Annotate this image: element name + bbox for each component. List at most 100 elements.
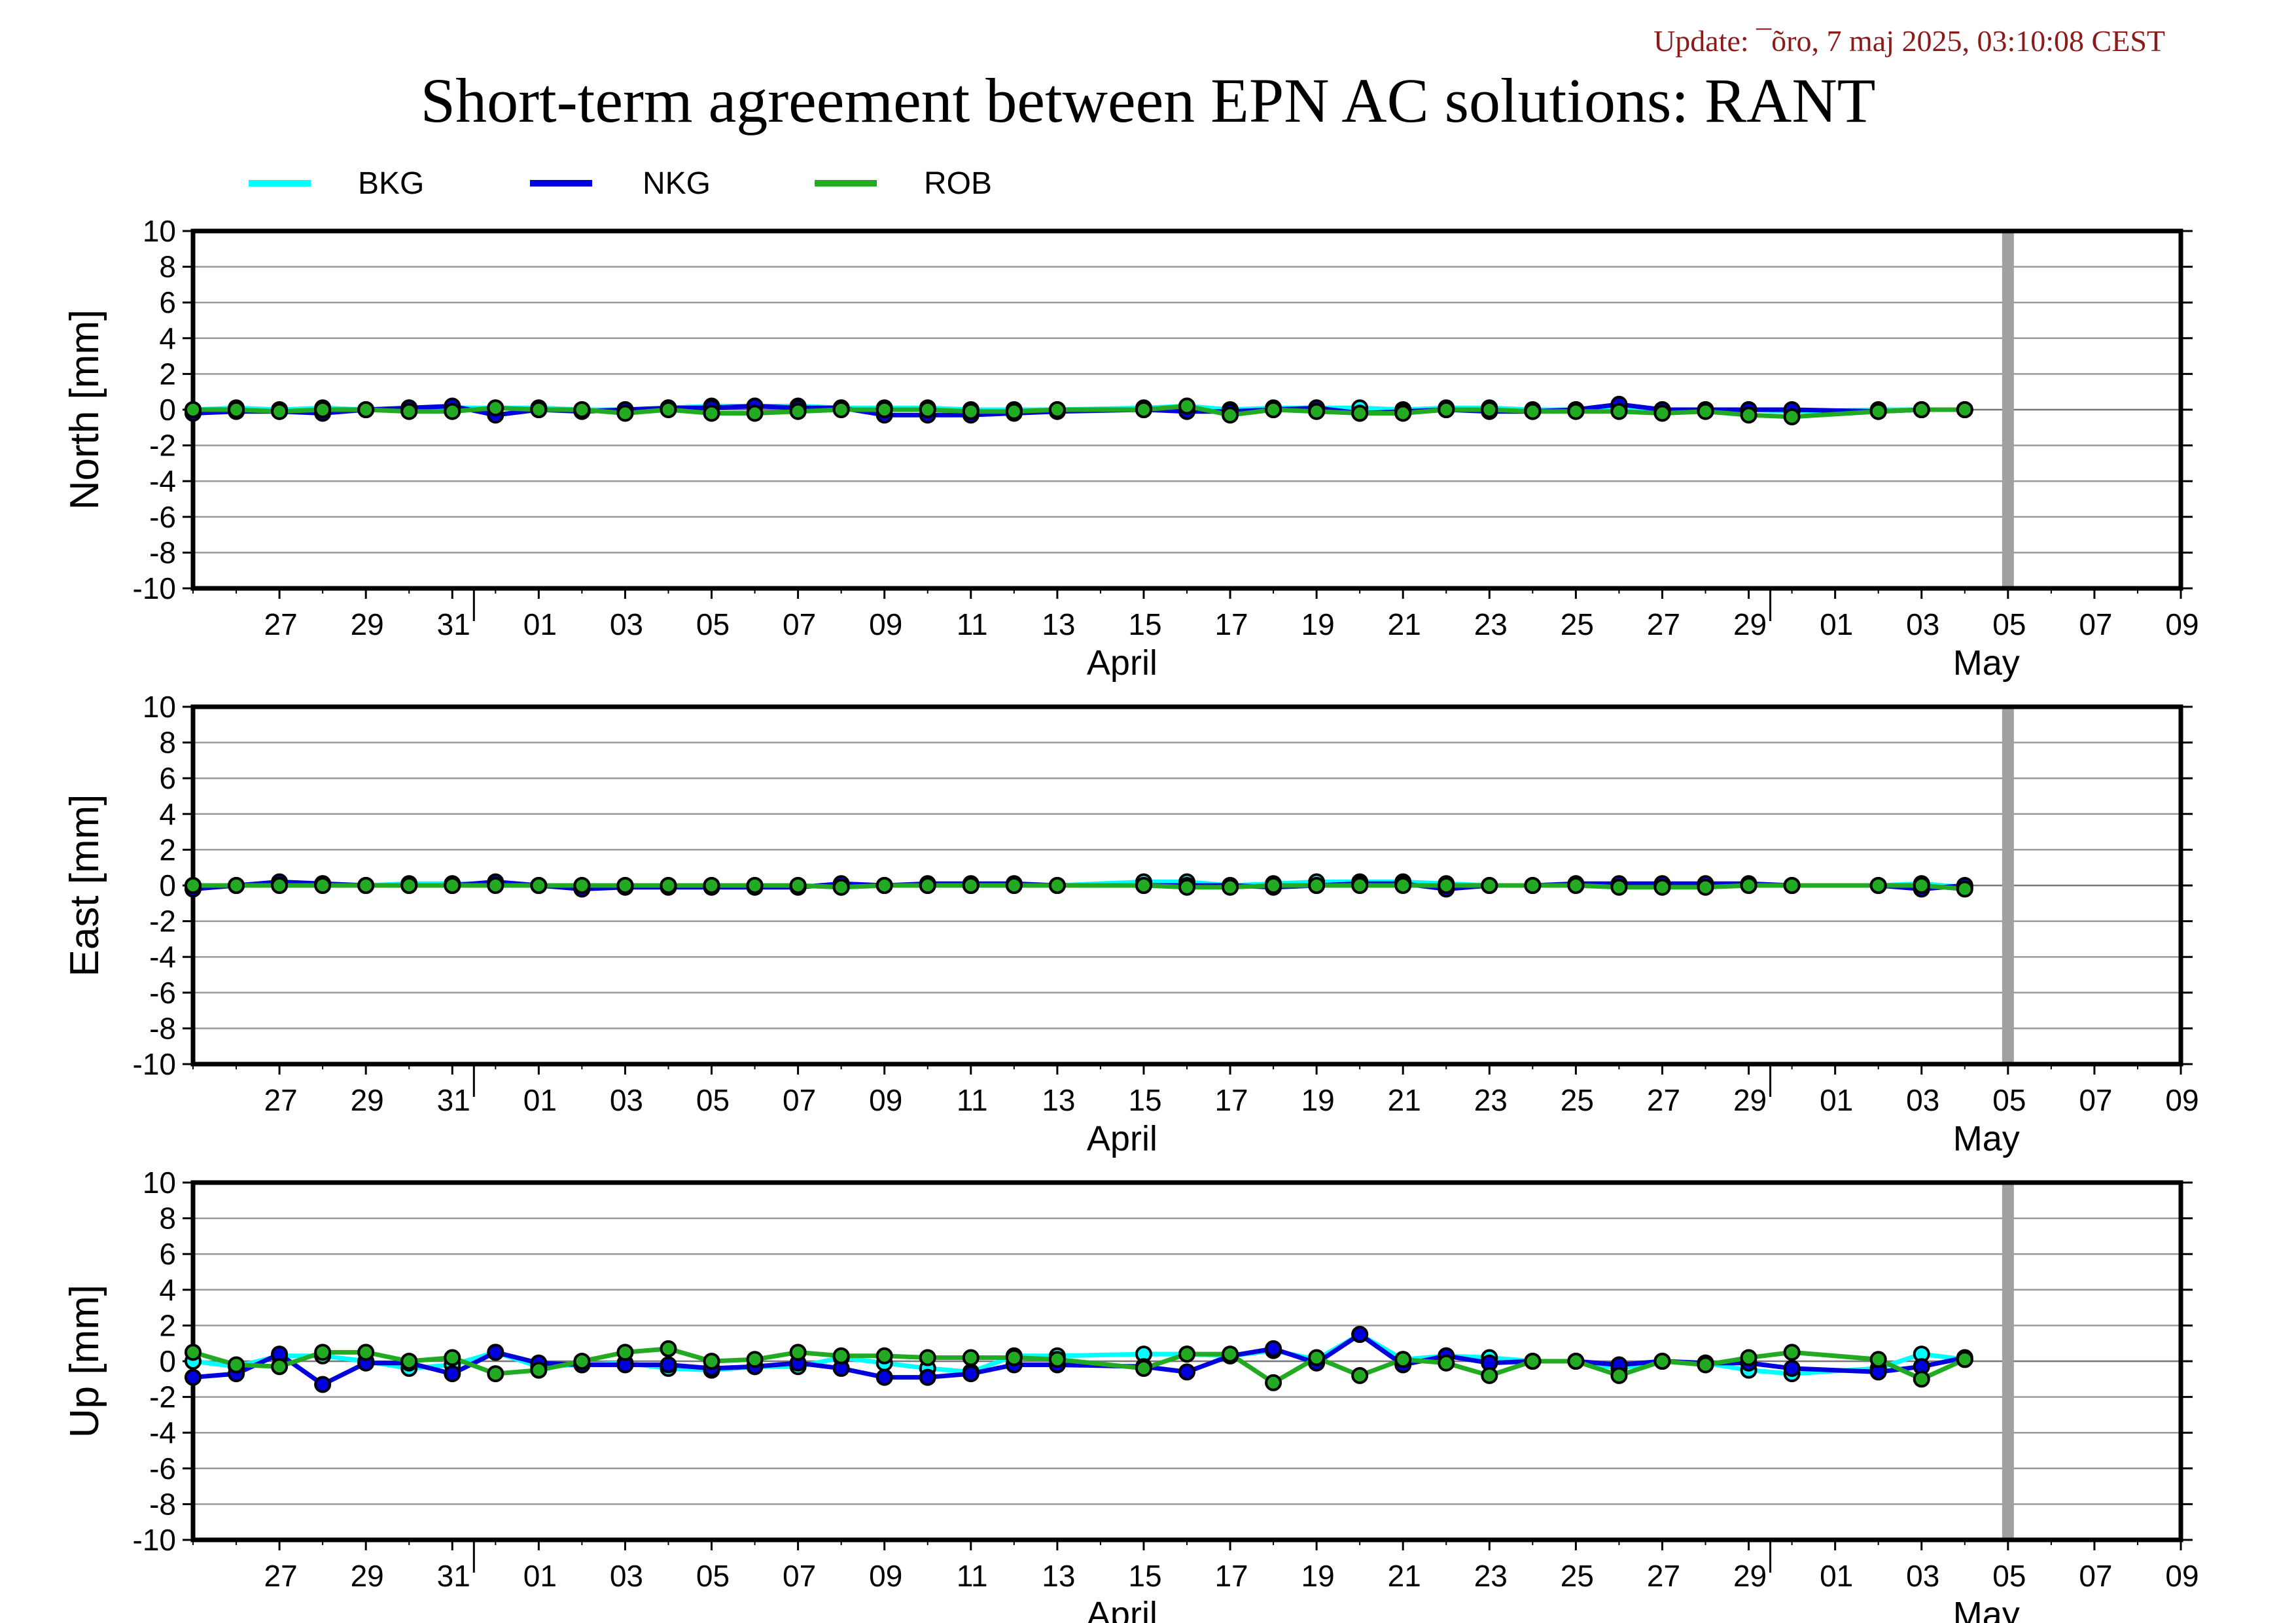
xtick-label-up: 09: [2165, 1559, 2199, 1593]
xtick-label-north: 07: [783, 607, 816, 641]
xtick-label-east: 03: [1906, 1083, 1939, 1117]
data-point-rob-up: [185, 1344, 202, 1361]
xtick-label-east: 27: [1647, 1083, 1680, 1117]
xtick-label-east: 29: [351, 1083, 384, 1117]
chart-title: Short-term agreement between EPN AC solu…: [420, 65, 1876, 135]
data-point-rob-up: [919, 1349, 936, 1366]
data-point-rob-north: [1956, 401, 1973, 418]
xtick-label-east: 09: [869, 1083, 902, 1117]
xtick-label-up: 31: [437, 1559, 470, 1593]
data-point-rob-north: [1394, 404, 1412, 422]
data-point-rob-east: [1135, 877, 1152, 894]
ytick-label-up: 0: [159, 1344, 176, 1378]
data-point-nkg-up: [487, 1344, 504, 1361]
data-point-rob-north: [789, 402, 807, 420]
month-label-east: May: [1953, 1119, 2020, 1158]
data-point-rob-up: [1394, 1351, 1412, 1368]
data-point-rob-up: [1610, 1366, 1628, 1384]
legend: BKG NKG ROB: [0, 160, 2296, 206]
data-point-nkg-up: [1178, 1363, 1195, 1381]
data-point-rob-up: [314, 1344, 332, 1361]
xtick-label-east: 17: [1214, 1083, 1248, 1117]
ytick-label-east: 2: [159, 832, 176, 866]
data-point-rob-east: [1653, 878, 1671, 896]
data-point-nkg-up: [1783, 1359, 1801, 1377]
data-point-rob-east: [1265, 877, 1282, 894]
data-point-rob-up: [357, 1344, 375, 1361]
xtick-label-north: 27: [264, 607, 298, 641]
ytick-label-east: -6: [149, 976, 176, 1010]
data-point-rob-up: [1697, 1356, 1714, 1374]
data-point-rob-up: [487, 1365, 504, 1383]
data-point-rob-north: [616, 404, 634, 422]
ytick-label-north: 4: [159, 321, 176, 355]
xtick-label-north: 09: [869, 607, 902, 641]
data-point-rob-north: [487, 399, 504, 417]
ytick-label-up: -8: [149, 1487, 176, 1521]
data-point-nkg-up: [962, 1365, 980, 1383]
data-point-rob-east: [1610, 878, 1628, 896]
data-point-rob-up: [1481, 1366, 1498, 1384]
xtick-label-north: 15: [1128, 607, 1161, 641]
data-point-rob-up: [789, 1344, 807, 1361]
data-point-rob-up: [1869, 1351, 1887, 1368]
data-point-rob-east: [789, 877, 807, 894]
xtick-label-up: 01: [523, 1559, 557, 1593]
data-point-rob-east: [573, 877, 591, 894]
xtick-label-up: 21: [1388, 1559, 1421, 1593]
ytick-label-up: 6: [159, 1237, 176, 1271]
xtick-label-up: 29: [1733, 1559, 1767, 1593]
data-point-rob-north: [314, 401, 332, 418]
xtick-label-up: 25: [1561, 1559, 1594, 1593]
data-point-rob-east: [1178, 878, 1195, 896]
update-timestamp: Update: ¯õro, 7 maj 2025, 03:10:08 CEST: [1653, 24, 2165, 58]
xtick-label-up: 05: [1992, 1559, 2026, 1593]
data-point-nkg-up: [1265, 1340, 1282, 1357]
data-point-rob-up: [228, 1356, 245, 1374]
data-point-rob-east: [400, 877, 418, 894]
data-point-rob-north: [746, 404, 764, 422]
data-point-nkg-up: [185, 1368, 202, 1386]
xtick-label-up: 09: [869, 1559, 902, 1593]
data-point-rob-east: [1222, 878, 1239, 896]
data-point-rob-north: [1351, 404, 1369, 422]
ytick-label-up: -6: [149, 1452, 176, 1486]
series-line-rob-north: [193, 404, 1965, 419]
xtick-label-north: 03: [1906, 607, 1939, 641]
data-point-rob-east: [185, 877, 202, 894]
xtick-label-up: 05: [696, 1559, 730, 1593]
data-point-rob-east: [487, 877, 504, 894]
data-point-rob-up: [1740, 1349, 1757, 1366]
xtick-label-east: 29: [1733, 1083, 1767, 1117]
xtick-label-north: 09: [2165, 607, 2199, 641]
data-point-rob-east: [660, 877, 677, 894]
xtick-label-east: 13: [1042, 1083, 1075, 1117]
data-point-rob-east: [1956, 880, 1973, 898]
ylabel-east: East [mm]: [62, 794, 107, 976]
xtick-label-north: 25: [1561, 607, 1594, 641]
data-point-rob-north: [357, 401, 375, 418]
data-point-rob-east: [919, 877, 936, 894]
data-point-rob-up: [1308, 1349, 1326, 1366]
data-point-rob-east: [228, 877, 245, 894]
xtick-label-north: 13: [1042, 607, 1075, 641]
xtick-label-east: 05: [696, 1083, 730, 1117]
data-point-rob-east: [746, 877, 764, 894]
data-point-rob-north: [832, 401, 850, 418]
xtick-label-east: 15: [1128, 1083, 1161, 1117]
data-point-rob-north: [1178, 397, 1195, 415]
data-point-rob-east: [530, 877, 548, 894]
xtick-label-east: 03: [610, 1083, 643, 1117]
xtick-label-up: 27: [1647, 1559, 1680, 1593]
data-point-rob-up: [530, 1361, 548, 1379]
ytick-label-up: -4: [149, 1416, 176, 1450]
data-point-rob-east: [832, 878, 850, 896]
data-point-rob-up: [1567, 1353, 1585, 1370]
xtick-label-north: 07: [2079, 607, 2112, 641]
data-point-nkg-up: [444, 1365, 461, 1383]
data-point-rob-north: [573, 401, 591, 418]
data-point-rob-north: [185, 401, 202, 418]
ytick-label-east: -2: [149, 904, 176, 938]
data-point-rob-north: [228, 401, 245, 418]
